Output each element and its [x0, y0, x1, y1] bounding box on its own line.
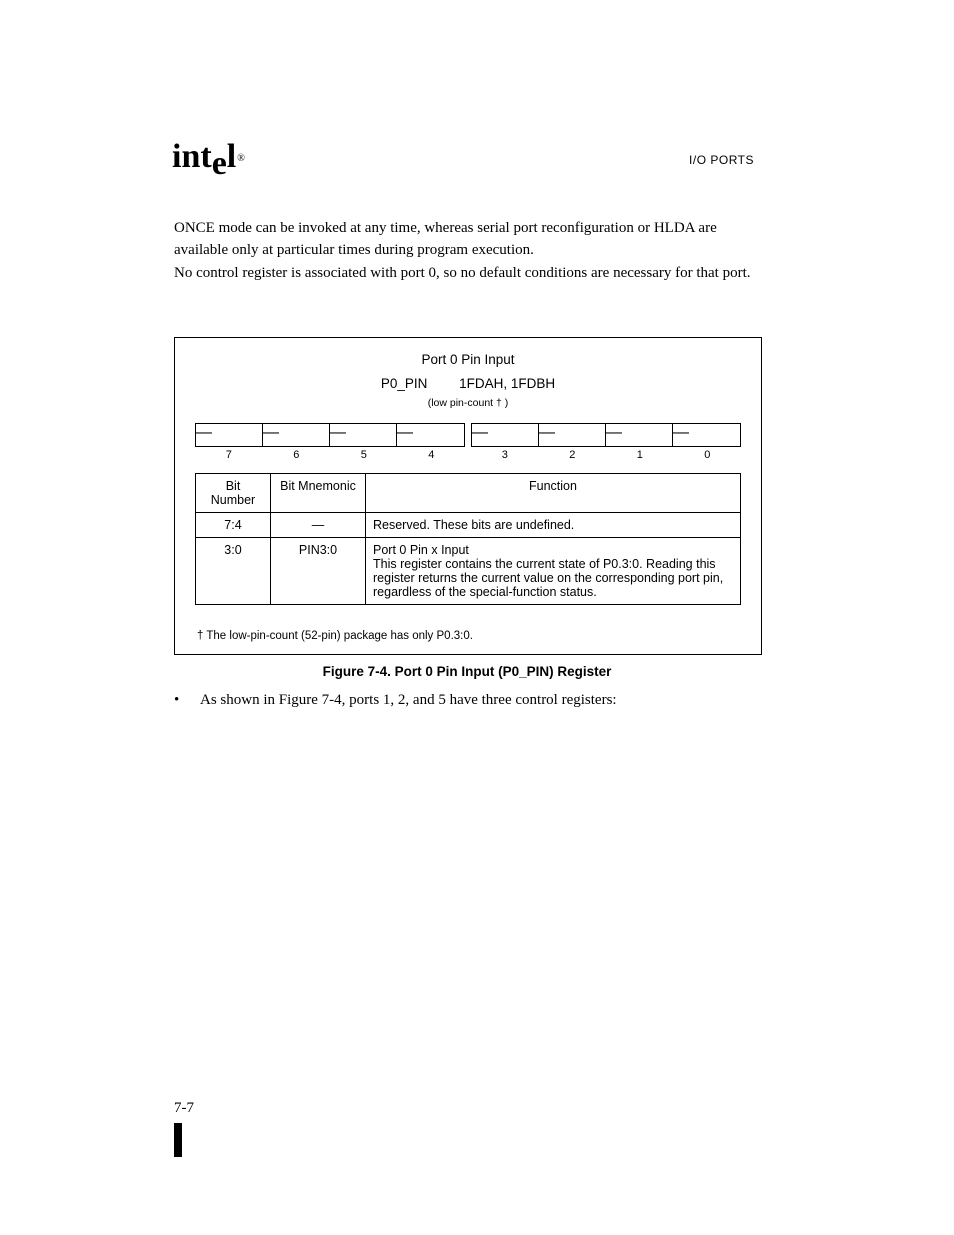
table-cell: 7:4 [196, 513, 271, 538]
table-row: 7:4 — Reserved. These bits are undefined… [196, 513, 741, 538]
bit-cell: — [472, 424, 539, 446]
bit-cell: — [263, 424, 330, 446]
chapter-title: I/O PORTS [689, 153, 754, 167]
bit-group-high: — — — — [195, 423, 465, 447]
bit-num: 5 [330, 449, 398, 461]
logo-reg: ® [237, 153, 245, 164]
bit-cell: — [673, 424, 740, 446]
list-intro: As shown in Figure 7-4, ports 1, 2, and … [174, 690, 760, 712]
table-cell: — [271, 513, 366, 538]
bit-cell: — [539, 424, 606, 446]
figure-details-table: Bit Number Bit Mnemonic Function 7:4 — R… [195, 473, 741, 605]
bit-cell: — [330, 424, 397, 446]
table-row: Bit Number Bit Mnemonic Function [196, 474, 741, 513]
figure-title: Port 0 Pin Input [175, 352, 761, 367]
paragraph: ONCE mode can be invoked at any time, wh… [174, 218, 760, 262]
bit-num: 0 [674, 449, 742, 461]
page: intel® I/O PORTS ONCE mode can be invoke… [0, 0, 954, 1235]
bit-num-row: 7 6 5 4 3 2 1 0 [195, 449, 741, 461]
bit-cell: — [606, 424, 673, 446]
logo-pre: int [172, 138, 212, 175]
figure-footnote: † The low-pin-count (52-pin) package has… [197, 630, 473, 642]
paragraph: No control register is associated with p… [174, 263, 760, 285]
footer-mark-icon [174, 1123, 182, 1157]
table-cell: 3:0 [196, 538, 271, 605]
bit-group-low: — — — — [471, 423, 741, 447]
bit-num: 7 [195, 449, 263, 461]
bit-cell: — [196, 424, 263, 446]
figure-addresses: P0_PIN 1FDAH, 1FDBH [175, 376, 761, 391]
figure-caption: Figure 7-4. Port 0 Pin Input (P0_PIN) Re… [174, 664, 760, 679]
table-header: Bit Mnemonic [271, 474, 366, 513]
bullet-list: As shown in Figure 7-4, ports 1, 2, and … [174, 690, 760, 716]
bit-num: 4 [398, 449, 466, 461]
page-number: 7-7 [174, 1100, 194, 1117]
bit-num: 1 [606, 449, 674, 461]
figure-lp-note: (low pin-count † ) [175, 397, 761, 409]
bit-row: — — — — — — — — [195, 423, 741, 447]
intel-logo: intel® [172, 138, 244, 176]
logo-post: l [227, 138, 236, 175]
figure-reg-name: P0_PIN [381, 376, 428, 391]
table-cell: Reserved. These bits are undefined. [366, 513, 741, 538]
table-cell: Port 0 Pin x Input This register contain… [366, 538, 741, 605]
bit-num: 6 [263, 449, 331, 461]
table-header: Function [366, 474, 741, 513]
logo-drop: e [212, 145, 227, 182]
bit-num: 3 [471, 449, 539, 461]
table-cell: PIN3:0 [271, 538, 366, 605]
table-header: Bit Number [196, 474, 271, 513]
bit-num: 2 [539, 449, 607, 461]
figure-reg-addr: 1FDAH, 1FDBH [459, 376, 555, 391]
table-row: 3:0 PIN3:0 Port 0 Pin x Input This regis… [196, 538, 741, 605]
figure-box: Port 0 Pin Input P0_PIN 1FDAH, 1FDBH (lo… [174, 337, 762, 655]
bit-cell: — [397, 424, 464, 446]
